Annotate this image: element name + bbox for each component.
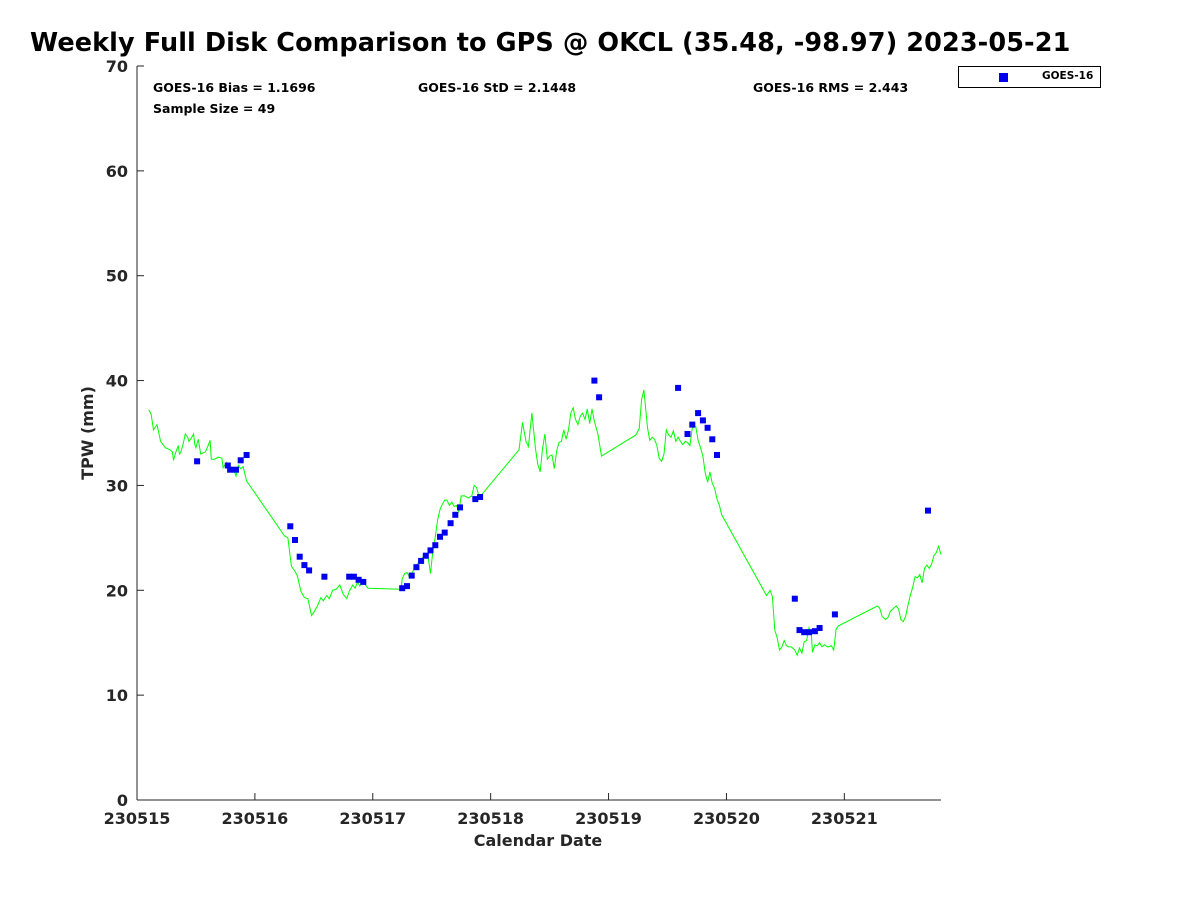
- goes-point: [224, 462, 231, 469]
- goes-point: [301, 562, 308, 569]
- x-tick-label: 230520: [693, 809, 760, 828]
- goes-point: [233, 466, 239, 473]
- goes-point: [194, 458, 201, 465]
- y-tick-label: 30: [106, 476, 128, 495]
- goes-point: [811, 628, 818, 635]
- goes-point: [237, 457, 244, 464]
- goes-point: [806, 629, 812, 636]
- chart-title: Weekly Full Disk Comparison to GPS @ OKC…: [30, 28, 1071, 58]
- y-tick-label: 60: [106, 162, 128, 181]
- goes-point: [413, 564, 420, 571]
- goes-point: [346, 573, 353, 580]
- goes-point: [422, 552, 429, 559]
- std-stat: GOES-16 StD = 2.1448: [418, 80, 577, 95]
- goes-point: [457, 504, 463, 511]
- goes-point: [418, 557, 425, 564]
- goes-point: [791, 595, 798, 602]
- goes-point: [427, 547, 434, 554]
- rms-stat: GOES-16 RMS = 2.443: [753, 80, 909, 95]
- goes-point: [441, 529, 448, 536]
- goes-point: [596, 394, 603, 401]
- goes-point: [831, 611, 838, 618]
- goes-point: [243, 452, 250, 458]
- goes-point: [306, 567, 313, 574]
- x-tick-label: 230518: [457, 809, 524, 828]
- y-tick-label: 50: [106, 267, 128, 286]
- gps-series: [148, 389, 942, 657]
- goes-point: [321, 573, 328, 580]
- goes-point: [287, 523, 294, 530]
- goes-point: [227, 466, 234, 473]
- goes-point: [292, 537, 298, 543]
- legend: GOES-16: [958, 66, 1101, 88]
- goes-point: [452, 511, 459, 518]
- goes-point: [801, 629, 808, 636]
- goes-point: [408, 572, 415, 579]
- goes-point: [355, 576, 362, 583]
- y-axis-label: TPW (mm): [78, 386, 97, 480]
- x-tick-label: 230519: [575, 809, 642, 828]
- goes-point: [695, 410, 702, 417]
- x-axis-label: Calendar Date: [474, 831, 603, 850]
- y-tick-label: 10: [106, 686, 128, 705]
- y-tick-label: 20: [106, 581, 128, 600]
- goes-point: [709, 436, 716, 443]
- goes-point: [472, 496, 479, 503]
- y-tick-label: 70: [106, 57, 128, 76]
- goes-point: [591, 377, 598, 384]
- goes-point: [399, 585, 406, 592]
- goes-point: [796, 627, 803, 634]
- axes: 0 10 20 30 40 50 60 70 230515 230516 230517 230518 2…: [104, 57, 941, 828]
- y-tick-label: 40: [106, 372, 128, 391]
- sample-size-stat: Sample Size = 49: [153, 101, 276, 116]
- goes-point: [704, 424, 711, 431]
- goes-point: [432, 542, 439, 549]
- x-tick-label: 230517: [339, 809, 406, 828]
- y-tick-label: 0: [117, 791, 128, 810]
- gps-line: [148, 389, 942, 657]
- x-tick-label: 230521: [811, 809, 878, 828]
- goes-point: [447, 520, 454, 527]
- goes-point: [816, 625, 823, 631]
- goes-point: [360, 578, 367, 585]
- goes-point: [437, 533, 443, 540]
- legend-marker-goes: [999, 73, 1008, 82]
- goes-point: [714, 452, 720, 458]
- goes-point: [350, 573, 357, 580]
- goes-point: [699, 417, 706, 424]
- goes-series: [194, 377, 931, 636]
- goes-point: [296, 553, 303, 560]
- goes-point: [684, 431, 691, 437]
- bias-stat: GOES-16 Bias = 1.1696: [153, 80, 316, 95]
- goes-point: [675, 384, 682, 391]
- goes-point: [925, 507, 931, 514]
- goes-point: [689, 421, 696, 428]
- goes-point: [404, 583, 410, 590]
- x-tick-label: 230515: [104, 809, 171, 828]
- legend-label-goes: GOES-16: [1042, 70, 1094, 82]
- goes-point: [477, 494, 484, 500]
- x-tick-label: 230516: [221, 809, 288, 828]
